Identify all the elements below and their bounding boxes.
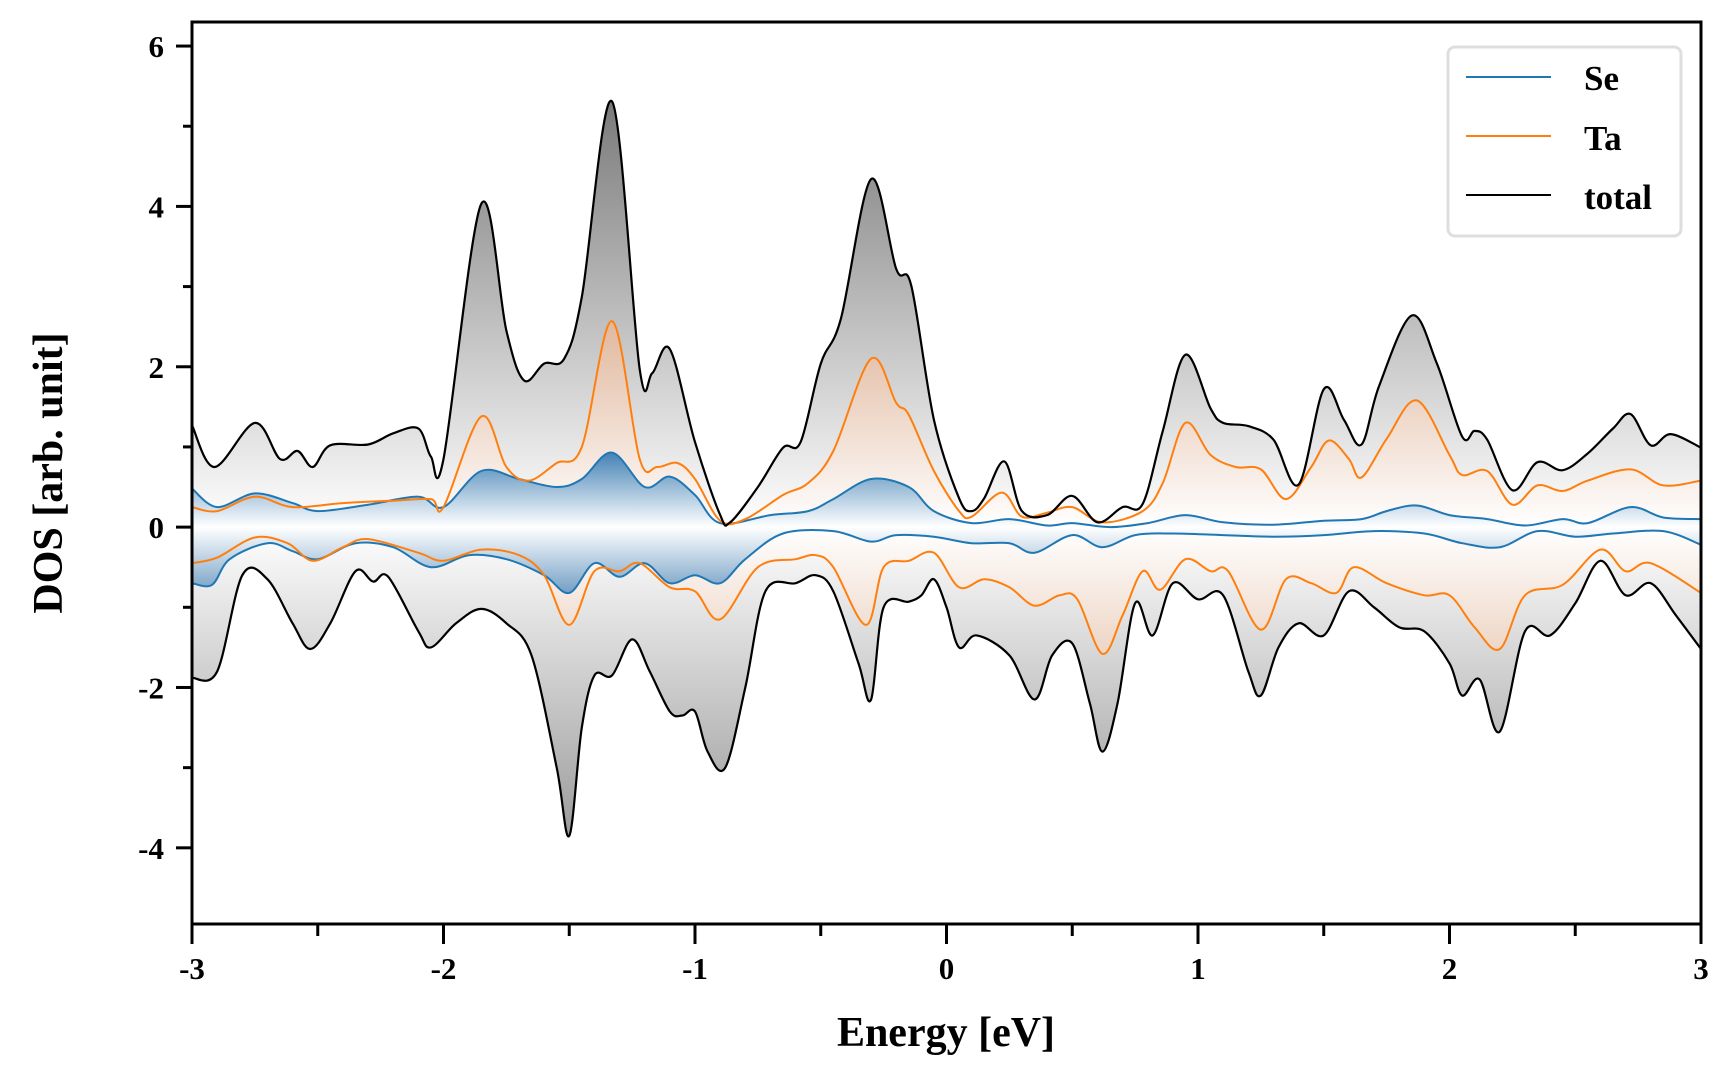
x-tick-label: 0 (939, 951, 955, 986)
line-se-down (192, 529, 1701, 594)
x-tick-label: -3 (179, 951, 205, 986)
y-tick-label: 0 (149, 510, 165, 545)
line-total-up (192, 100, 1701, 527)
y-axis-label: DOS [arb. unit] (26, 332, 72, 613)
legend-label-ta: Ta (1584, 119, 1622, 158)
y-tick-label: 6 (149, 29, 165, 64)
fill-ta-up (192, 321, 1701, 528)
y-tick-label: 4 (149, 189, 165, 224)
line-ta-up (192, 320, 1701, 526)
legend-label-total: total (1584, 178, 1652, 217)
x-axis-label: Energy [eV] (837, 1010, 1055, 1056)
x-tick-label: 3 (1693, 951, 1709, 986)
y-tick-label: 2 (149, 350, 165, 385)
legend-label-se: Se (1584, 59, 1619, 98)
legend-box (1446, 45, 1683, 238)
fill-total-up (192, 100, 1701, 528)
line-layer (192, 100, 1701, 838)
x-tick-label: -1 (682, 951, 708, 986)
fill-se-down (192, 527, 1701, 594)
tick-labels: -3 -2 -1 0 1 2 3 -4 -2 0 2 4 6 (138, 29, 1709, 986)
legend: Se Ta total (1446, 45, 1683, 238)
line-ta-down (192, 535, 1701, 655)
y-tick-label: -2 (138, 670, 164, 705)
axes (176, 20, 1703, 944)
y-tick-label: -4 (138, 831, 164, 866)
x-tick-label: -2 (431, 951, 457, 986)
line-total-down (192, 559, 1701, 838)
fill-layer (192, 100, 1701, 837)
x-tick-label: 1 (1190, 951, 1206, 986)
x-tick-label: 2 (1442, 951, 1458, 986)
line-se-up (192, 451, 1701, 529)
fill-se-up (192, 452, 1701, 528)
